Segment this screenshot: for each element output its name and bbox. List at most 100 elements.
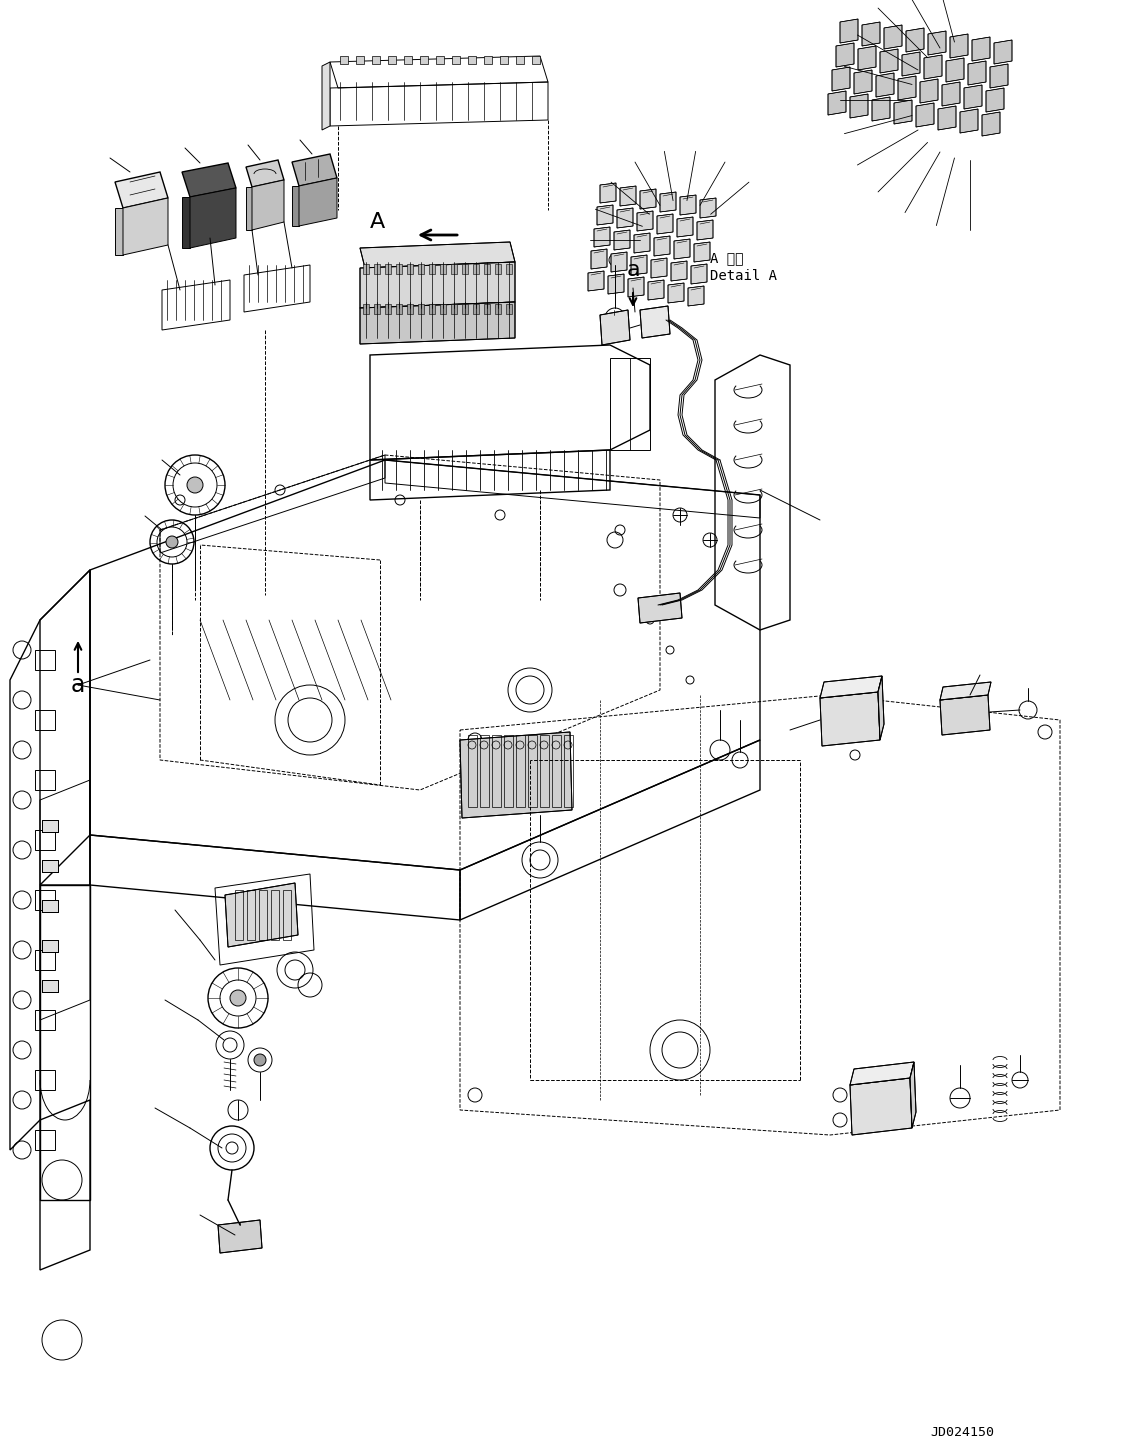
Bar [484,303,490,314]
Bar [36,890,55,910]
Polygon shape [677,216,693,237]
Polygon shape [360,242,515,269]
Polygon shape [596,205,612,225]
Polygon shape [994,41,1012,64]
Polygon shape [884,25,902,49]
Polygon shape [880,49,898,73]
Bar [271,890,279,939]
Bar [385,264,391,274]
Bar [36,950,55,970]
Bar [479,735,489,807]
Bar [42,820,58,832]
Bar [42,939,58,953]
Polygon shape [990,64,1008,89]
Polygon shape [608,274,624,293]
Bar [451,303,457,314]
Polygon shape [299,179,337,227]
Bar [440,303,446,314]
Bar [388,57,396,64]
Bar [516,735,525,807]
Polygon shape [850,1077,912,1135]
Polygon shape [651,258,668,277]
Polygon shape [941,696,990,735]
Polygon shape [360,302,515,344]
Polygon shape [218,1220,262,1253]
Bar [407,264,413,274]
Polygon shape [614,229,630,250]
Bar [362,264,369,274]
Bar [506,303,512,314]
Polygon shape [634,232,650,253]
Polygon shape [588,272,604,290]
Polygon shape [611,253,627,272]
Bar [484,57,492,64]
Polygon shape [668,283,684,303]
Bar [42,820,58,832]
Polygon shape [700,197,716,218]
Polygon shape [600,309,630,346]
Polygon shape [850,1061,914,1085]
Polygon shape [460,732,572,817]
Bar [418,303,424,314]
Polygon shape [960,109,978,134]
Polygon shape [292,186,299,227]
Polygon shape [697,221,713,240]
Bar [506,264,512,274]
Polygon shape [898,76,916,100]
Bar [42,939,58,953]
Bar [36,831,55,849]
Polygon shape [950,33,968,58]
Bar [42,900,58,912]
Polygon shape [963,86,982,109]
Polygon shape [820,693,880,746]
Polygon shape [674,240,690,258]
Bar [235,890,243,939]
Bar [356,57,364,64]
Bar [247,890,255,939]
Polygon shape [629,277,643,298]
Bar [36,710,55,730]
Polygon shape [840,19,858,44]
Polygon shape [877,677,884,741]
Polygon shape [694,242,710,261]
Polygon shape [972,36,990,61]
Polygon shape [621,186,635,206]
Polygon shape [245,160,284,187]
Polygon shape [123,197,167,256]
Polygon shape [640,306,670,338]
Polygon shape [182,197,190,248]
Circle shape [187,478,203,494]
Polygon shape [190,187,236,248]
Bar [451,264,457,274]
Bar [36,1070,55,1090]
Bar [374,264,380,274]
Polygon shape [832,67,850,91]
Polygon shape [946,58,963,81]
Polygon shape [637,211,653,231]
Bar [473,303,479,314]
Polygon shape [115,208,123,256]
Bar [496,264,501,274]
Bar [36,1011,55,1029]
Text: JD024150: JD024150 [930,1426,994,1439]
Bar [42,980,58,992]
Bar [420,57,428,64]
Bar [429,303,435,314]
Polygon shape [858,46,876,70]
Polygon shape [654,237,670,256]
Bar [283,890,291,939]
Polygon shape [688,286,704,306]
Bar [440,264,446,274]
Bar [42,900,58,912]
Bar [374,303,380,314]
Polygon shape [920,78,938,103]
Polygon shape [906,28,924,52]
Bar [42,860,58,873]
Polygon shape [850,94,868,118]
Bar [396,264,401,274]
Polygon shape [690,264,707,285]
Bar [496,303,501,314]
Bar [516,57,524,64]
Polygon shape [182,163,236,197]
Polygon shape [941,682,991,700]
